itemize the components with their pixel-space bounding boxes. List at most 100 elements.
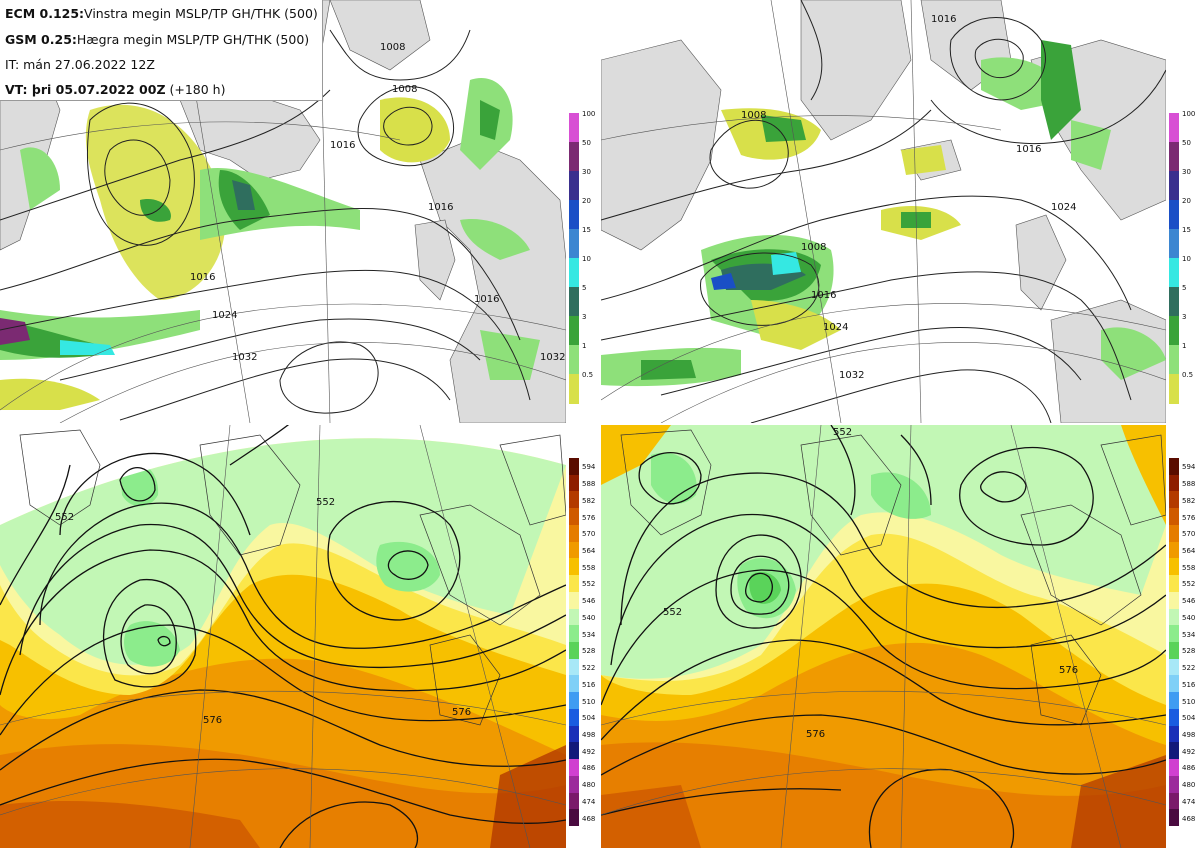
colorbar-swatch (1169, 171, 1179, 201)
thickness-colorbar-right: 594 588 582 576 570 564 558 552 546 540 534 528 522 5… (1169, 458, 1199, 827)
colorbar-swatch (1169, 374, 1179, 404)
precip-colorbar-left: 100 50 30 20 15 10 5 3 1 0.5 (569, 110, 599, 404)
colorbar-swatch (569, 608, 579, 626)
colorbar-tick-label: 570 (582, 530, 596, 539)
colorbar-tick-label: 5 (582, 284, 587, 292)
precip-colorbar-right: 100 50 30 20 15 10 5 3 1 0.5 (1169, 110, 1199, 404)
isobar-label: 1032 (232, 352, 257, 363)
colorbar-tick-label: 546 (1182, 597, 1196, 606)
colorbar-swatch (1169, 642, 1179, 660)
colorbar-tick-label: 534 (1182, 630, 1196, 639)
colorbar-tick-label: 582 (582, 496, 596, 505)
colorbar-swatch (1169, 113, 1179, 143)
colorbar-swatch (569, 625, 579, 643)
isobar-label: 1024 (823, 322, 848, 333)
colorbar-swatch (1169, 316, 1179, 346)
colorbar-swatch (569, 113, 579, 143)
colorbar-tick-label: 0.5 (1182, 371, 1194, 379)
colorbar-swatch (1169, 625, 1179, 643)
gh-contour-label: 552 (833, 427, 852, 438)
gh-contour-label: 576 (806, 729, 825, 740)
colorbar-tick-label: 498 (582, 731, 596, 739)
thickness-colorbar-left: 594 588 582 576 570 564 558 552 546 540 534 528 522 5… (569, 458, 599, 827)
colorbar-tick-label: 100 (1182, 110, 1196, 118)
colorbar-swatch (1169, 558, 1179, 576)
geopotential-height-lines (0, 425, 566, 848)
colorbar-tick-label: 3 (1182, 313, 1187, 321)
colorbar-tick-label: 486 (1182, 764, 1196, 773)
isobar-label: 1008 (741, 110, 766, 121)
colorbar-swatch (569, 171, 579, 201)
colorbar-tick-label: 540 (582, 613, 596, 622)
colorbar-swatch (1169, 575, 1179, 593)
graticule-lines (601, 425, 1166, 848)
precip-fields (601, 40, 1166, 387)
info-desc-ecm: Vinstra megin MSLP/TP GH/THK (500) (84, 6, 318, 21)
colorbar-swatch (569, 541, 579, 559)
info-model-ecm: ECM 0.125: (5, 6, 85, 21)
info-model-gsm: GSM 0.25: (5, 32, 77, 47)
colorbar-tick-label: 492 (582, 747, 596, 756)
colorbar-tick-label: 3 (582, 313, 587, 321)
colorbar-tick-label: 558 (1182, 563, 1196, 572)
info-init-time: IT: mán 27.06.2022 12Z (5, 57, 155, 72)
colorbar-swatch (569, 692, 579, 710)
colorbar-tick-label: 594 (1182, 463, 1196, 472)
colorbar-tick-label: 5 (1182, 284, 1187, 292)
colorbar-swatch (569, 229, 579, 259)
colorbar-swatch (1169, 524, 1179, 543)
mslp-precip-map-gsm: 1008 1008 1016 1024 1016 1024 1032 1016 (601, 0, 1166, 423)
colorbar-swatch (1169, 287, 1179, 317)
isobar-label: 1016 (190, 272, 215, 283)
isobar-label: 1016 (428, 202, 453, 213)
colorbar-tick-label: 504 (582, 714, 596, 723)
map-mslp-precip-gsm: 1008 1008 1016 1024 1016 1024 1032 1016 (601, 0, 1166, 423)
isobar-label: 1016 (474, 294, 499, 305)
isobar-label: 1032 (540, 352, 565, 363)
chart-info-box: ECM 0.125:Vinstra megin MSLP/TP GH/THK (… (0, 0, 323, 101)
colorbar-swatch (569, 792, 579, 810)
colorbar-swatch (1169, 345, 1179, 375)
colorbar-tick-label: 576 (1182, 513, 1196, 522)
colorbar-tick-label: 474 (1182, 797, 1196, 806)
colorbar-swatch (1169, 725, 1179, 743)
colorbar-tick-label: 20 (1182, 197, 1191, 205)
colorbar-tick-label: 570 (1182, 530, 1196, 539)
isobar-label: 1016 (931, 14, 956, 25)
colorbar-swatch (1169, 708, 1179, 727)
colorbar-tick-label: 546 (582, 597, 596, 606)
colorbar-tick-label: 564 (582, 547, 596, 555)
colorbar-swatch (569, 200, 579, 230)
colorbar-tick-label: 486 (582, 764, 596, 773)
isobar-label: 1032 (839, 370, 864, 381)
graticule-lines (601, 0, 1166, 423)
colorbar-swatch (569, 524, 579, 543)
colorbar-tick-label: 30 (582, 168, 591, 176)
colorbar-tick-label: 552 (582, 580, 596, 589)
colorbar-tick-label: 30 (1182, 168, 1191, 176)
gh-contour-label: 552 (316, 497, 335, 508)
colorbar-swatch (569, 642, 579, 660)
colorbar-swatch (1169, 775, 1179, 794)
isobar-lines (601, 0, 1166, 423)
colorbar-swatch (1169, 200, 1179, 230)
map-thickness-gh-ecm: 552 552 576 576 (0, 425, 566, 848)
colorbar-swatch (569, 575, 579, 593)
colorbar-swatch (569, 591, 579, 610)
isobar-label: 1016 (811, 290, 836, 301)
info-valid-time: VT: þri 05.07.2022 00Z (+180 h) (5, 82, 225, 97)
colorbar-tick-label: 0.5 (582, 371, 594, 379)
colorbar-swatch (569, 558, 579, 576)
isobar-lines (0, 0, 531, 421)
coastlines (620, 429, 1166, 726)
colorbar-swatch (1169, 742, 1179, 760)
colorbar-tick-label: 480 (582, 781, 596, 790)
gh-contour-label: 576 (452, 707, 471, 718)
colorbar-tick-label: 50 (1182, 139, 1191, 147)
gh-contour-label: 552 (663, 607, 682, 618)
colorbar-swatch (569, 142, 579, 172)
colorbar-tick-label: 594 (582, 463, 596, 472)
colorbar-tick-label: 582 (1182, 496, 1196, 505)
colorbar-swatch (569, 759, 579, 777)
